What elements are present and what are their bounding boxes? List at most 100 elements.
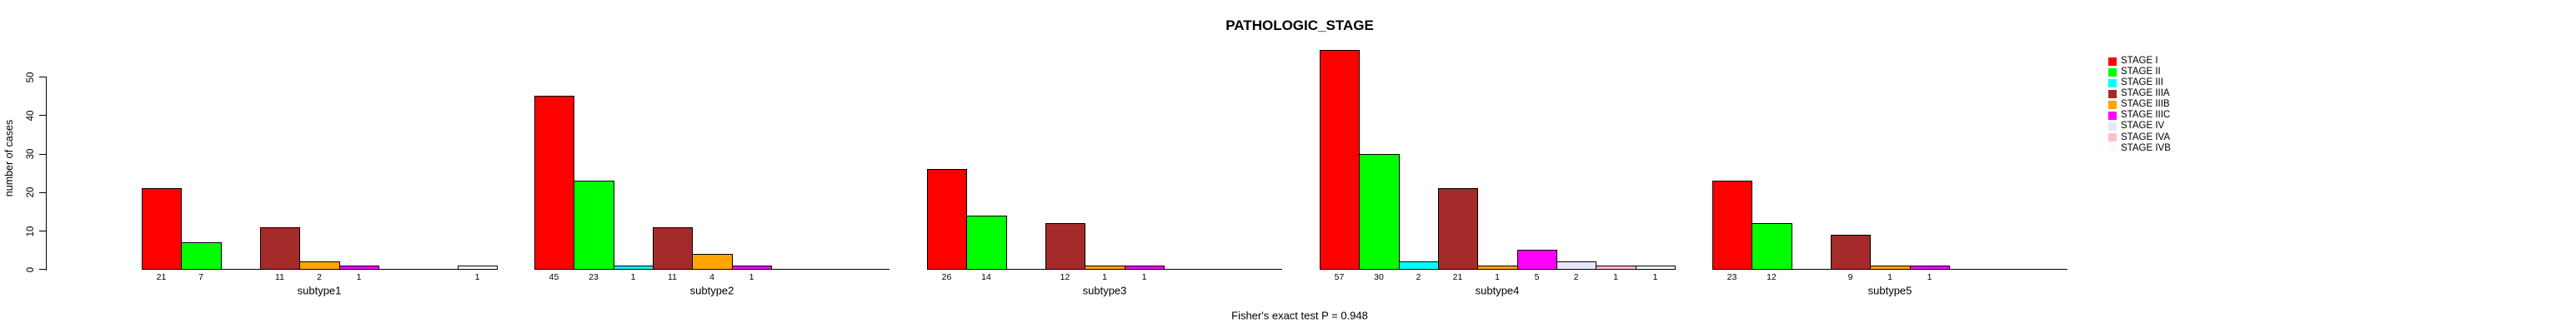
legend-label: STAGE IV xyxy=(2121,121,2165,132)
y-axis-tick-label: 40 xyxy=(26,110,36,122)
bar-value-label: 23 xyxy=(589,271,599,282)
bar-stage-iiia-subtype3 xyxy=(1045,222,1085,271)
category-label-subtype1: subtype1 xyxy=(297,284,342,296)
bar-value-label: 14 xyxy=(981,271,991,282)
category-label-subtype5: subtype5 xyxy=(1867,284,1912,296)
y-axis-tick-label: 30 xyxy=(26,148,36,160)
bar-value-label: 23 xyxy=(1727,271,1737,282)
bar-value-label: 1 xyxy=(356,271,362,282)
bar-stage-ii-subtype5 xyxy=(1752,222,1792,271)
bar-stage-iiib-subtype1 xyxy=(299,261,340,271)
category-label-subtype4: subtype4 xyxy=(1475,284,1520,296)
bar-value-label: 45 xyxy=(549,271,559,282)
bar-stage-i-subtype4 xyxy=(1320,49,1360,271)
bar-stage-i-subtype2 xyxy=(534,96,574,271)
bar-value-label: 2 xyxy=(1416,271,1421,282)
legend-item-stage-iva: STAGE IVA xyxy=(2108,132,2170,143)
bar-value-label: 9 xyxy=(1847,271,1853,282)
bar-value-label: 1 xyxy=(630,271,636,282)
category-label-subtype2: subtype2 xyxy=(689,284,734,296)
bar-value-label: 21 xyxy=(156,271,167,282)
y-axis-tick xyxy=(39,191,46,193)
legend-item-stage-iiib: STAGE IIIB xyxy=(2108,99,2170,110)
bar-stage-iiib-subtype2 xyxy=(692,253,733,271)
y-axis-line xyxy=(46,77,47,271)
bar-value-label: 26 xyxy=(941,271,952,282)
bar-value-label: 21 xyxy=(1452,271,1463,282)
bar-stage-ii-subtype1 xyxy=(181,242,222,271)
bar-value-label: 57 xyxy=(1334,271,1345,282)
bar-stage-ii-subtype3 xyxy=(966,215,1007,271)
legend-item-stage-iiic: STAGE IIIC xyxy=(2108,111,2170,122)
bar-value-label: 12 xyxy=(1767,271,1777,282)
bar-stage-iiic-subtype1 xyxy=(339,265,379,271)
bar-stage-ivb-subtype4 xyxy=(1636,265,1676,271)
bar-stage-iiia-subtype2 xyxy=(653,226,693,271)
panel-subtype4: 57 30 2 21 1 5 2 1 1 subtype4 xyxy=(1320,0,1676,333)
bar-stage-iiia-subtype5 xyxy=(1831,234,1871,271)
panel-subtype2: 45 23 1 11 4 1 subtype2 xyxy=(534,0,890,333)
y-axis-tick xyxy=(39,269,46,271)
category-label-subtype3: subtype3 xyxy=(1082,284,1127,296)
bar-stage-iiic-subtype3 xyxy=(1125,265,1165,271)
y-axis-tick-label: 10 xyxy=(26,226,36,237)
footnote: Fisher's exact test P = 0.948 xyxy=(1231,309,1368,322)
legend-swatch-stage-ivb xyxy=(2108,144,2117,153)
bar-value-label: 1 xyxy=(1141,271,1147,282)
bar-value-label: 2 xyxy=(1573,271,1579,282)
bar-stage-iiia-subtype4 xyxy=(1438,188,1478,271)
legend-swatch-stage-iva xyxy=(2108,133,2117,142)
legend-swatch-stage-i xyxy=(2108,57,2117,66)
panel-subtype5: 23 12 9 1 1 subtype5 xyxy=(1712,0,2067,333)
legend-label: STAGE IVB xyxy=(2121,142,2171,153)
bar-value-label: 5 xyxy=(1534,271,1540,282)
bar-value-label: 4 xyxy=(709,271,714,282)
bar-stage-i-subtype3 xyxy=(927,169,967,271)
legend-swatch-stage-iiic xyxy=(2108,112,2117,121)
legend-swatch-stage-ii xyxy=(2108,67,2117,77)
legend-label: STAGE II xyxy=(2121,66,2161,77)
bar-value-label: 1 xyxy=(1613,271,1618,282)
bar-stage-iii-subtype2 xyxy=(614,265,654,271)
bar-stage-iiib-subtype4 xyxy=(1477,265,1518,271)
legend-label: STAGE I xyxy=(2121,55,2158,66)
bar-stage-iiib-subtype3 xyxy=(1085,265,1125,271)
y-axis-tick xyxy=(39,115,46,117)
bar-stage-iiic-subtype4 xyxy=(1517,250,1557,271)
y-axis-label: number of cases xyxy=(3,119,15,197)
bar-value-label: 7 xyxy=(198,271,203,282)
bar-stage-iiib-subtype5 xyxy=(1870,265,1911,271)
bar-stage-iva-subtype4 xyxy=(1596,265,1636,271)
bar-stage-iiia-subtype1 xyxy=(260,226,300,271)
y-axis-tick-label: 50 xyxy=(26,72,36,83)
bar-value-label: 12 xyxy=(1060,271,1070,282)
bar-value-label: 1 xyxy=(1102,271,1107,282)
bar-value-label: 1 xyxy=(749,271,754,282)
legend-item-stage-iv: STAGE IV xyxy=(2108,122,2164,132)
legend-item-stage-ii: STAGE II xyxy=(2108,67,2161,77)
bar-value-label: 2 xyxy=(317,271,322,282)
bar-stage-iii-subtype4 xyxy=(1399,261,1439,271)
bar-stage-i-subtype5 xyxy=(1712,181,1752,271)
bar-value-label: 30 xyxy=(1374,271,1384,282)
bar-value-label: 11 xyxy=(668,271,677,282)
legend-label: STAGE IIIA xyxy=(2121,88,2170,99)
chart-title: PATHOLOGIC_STAGE xyxy=(1225,17,1374,33)
panel-subtype3: 26 14 12 1 1 subtype3 xyxy=(927,0,1282,333)
bar-stage-ii-subtype4 xyxy=(1359,153,1400,271)
legend-swatch-stage-iiia xyxy=(2108,89,2117,98)
bar-value-label: 1 xyxy=(1887,271,1892,282)
legend-swatch-stage-iii xyxy=(2108,78,2117,87)
legend-label: STAGE IIIC xyxy=(2121,110,2171,121)
y-axis-tick xyxy=(39,153,46,155)
legend-label: STAGE III xyxy=(2121,77,2163,87)
y-axis-tick-label: 20 xyxy=(26,187,36,198)
bar-stage-iiic-subtype2 xyxy=(732,265,772,271)
bar-stage-ivb-subtype1 xyxy=(458,265,498,271)
legend-item-stage-iiia: STAGE IIIA xyxy=(2108,88,2170,99)
legend-item-stage-ivb: STAGE IVB xyxy=(2108,143,2171,154)
legend-swatch-stage-iv xyxy=(2108,122,2117,132)
bar-stage-i-subtype1 xyxy=(142,188,182,271)
bar-stage-iv-subtype4 xyxy=(1556,261,1596,271)
